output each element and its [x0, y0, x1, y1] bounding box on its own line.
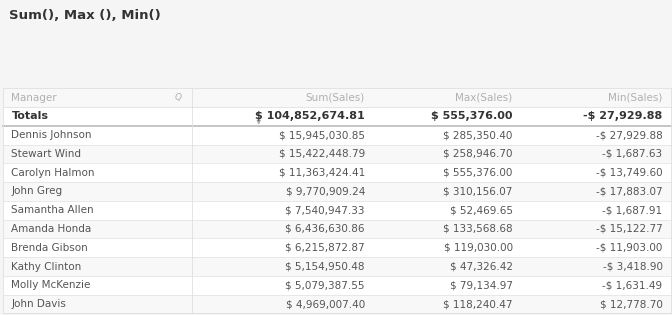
Text: $ 118,240.47: $ 118,240.47 — [444, 299, 513, 309]
Text: $ 310,156.07: $ 310,156.07 — [444, 186, 513, 197]
Bar — [3, 88, 671, 313]
Text: $ 6,215,872.87: $ 6,215,872.87 — [286, 243, 365, 253]
Text: Dennis Johnson: Dennis Johnson — [11, 130, 92, 140]
Text: $ 47,326.42: $ 47,326.42 — [450, 261, 513, 272]
Text: John Greg: John Greg — [11, 186, 62, 197]
Text: $ 9,770,909.24: $ 9,770,909.24 — [286, 186, 365, 197]
Text: $ 104,852,674.81: $ 104,852,674.81 — [255, 112, 365, 121]
Text: Brenda Gibson: Brenda Gibson — [11, 243, 88, 253]
Text: Amanda Honda: Amanda Honda — [11, 224, 91, 234]
Text: -$ 27,929.88: -$ 27,929.88 — [583, 112, 663, 121]
Text: $ 79,134.97: $ 79,134.97 — [450, 280, 513, 290]
Text: $ 133,568.68: $ 133,568.68 — [443, 224, 513, 234]
Text: $ 15,945,030.85: $ 15,945,030.85 — [279, 130, 365, 140]
Text: Samantha Allen: Samantha Allen — [11, 205, 94, 215]
Text: Min(Sales): Min(Sales) — [608, 93, 663, 103]
Text: $ 258,946.70: $ 258,946.70 — [444, 149, 513, 159]
Text: -$ 17,883.07: -$ 17,883.07 — [596, 186, 663, 197]
Text: $ 7,540,947.33: $ 7,540,947.33 — [286, 205, 365, 215]
Text: John Davis: John Davis — [11, 299, 67, 309]
Bar — [3, 201, 671, 220]
Text: Kathy Clinton: Kathy Clinton — [11, 261, 82, 272]
Text: Totals: Totals — [11, 112, 48, 121]
Text: -$ 1,687.63: -$ 1,687.63 — [603, 149, 663, 159]
Text: Stewart Wind: Stewart Wind — [11, 149, 81, 159]
Text: -$ 27,929.88: -$ 27,929.88 — [596, 130, 663, 140]
Bar — [3, 257, 671, 276]
Bar — [3, 126, 671, 145]
Text: $ 119,030.00: $ 119,030.00 — [444, 243, 513, 253]
Text: Carolyn Halmon: Carolyn Halmon — [11, 168, 95, 178]
Text: -$ 15,122.77: -$ 15,122.77 — [596, 224, 663, 234]
Text: Sum(Sales): Sum(Sales) — [306, 93, 365, 103]
Text: Sum(), Max (), Min(): Sum(), Max (), Min() — [9, 9, 161, 22]
Text: $ 555,376.00: $ 555,376.00 — [444, 168, 513, 178]
Bar — [3, 145, 671, 163]
Text: $ 6,436,630.86: $ 6,436,630.86 — [286, 224, 365, 234]
Bar — [3, 182, 671, 201]
Text: -$ 3,418.90: -$ 3,418.90 — [603, 261, 663, 272]
Text: $ 555,376.00: $ 555,376.00 — [431, 112, 513, 121]
Text: $ 52,469.65: $ 52,469.65 — [450, 205, 513, 215]
Text: -$ 13,749.60: -$ 13,749.60 — [596, 168, 663, 178]
Bar — [3, 88, 671, 107]
Text: $ 12,778.70: $ 12,778.70 — [599, 299, 663, 309]
Bar — [3, 238, 671, 257]
Text: $ 15,422,448.79: $ 15,422,448.79 — [279, 149, 365, 159]
Text: Molly McKenzie: Molly McKenzie — [11, 280, 91, 290]
Text: -$ 1,631.49: -$ 1,631.49 — [603, 280, 663, 290]
Text: -$ 11,903.00: -$ 11,903.00 — [596, 243, 663, 253]
Text: -$ 1,687.91: -$ 1,687.91 — [603, 205, 663, 215]
Text: Max(Sales): Max(Sales) — [456, 93, 513, 103]
Text: $ 4,969,007.40: $ 4,969,007.40 — [286, 299, 365, 309]
Bar — [3, 163, 671, 182]
Text: $ 5,154,950.48: $ 5,154,950.48 — [286, 261, 365, 272]
Bar — [3, 220, 671, 238]
Text: Manager: Manager — [11, 93, 57, 103]
Text: Q: Q — [175, 93, 181, 102]
Bar — [3, 276, 671, 295]
Text: $ 5,079,387.55: $ 5,079,387.55 — [286, 280, 365, 290]
Bar — [3, 295, 671, 313]
Text: $ 285,350.40: $ 285,350.40 — [444, 130, 513, 140]
Text: $ 11,363,424.41: $ 11,363,424.41 — [279, 168, 365, 178]
